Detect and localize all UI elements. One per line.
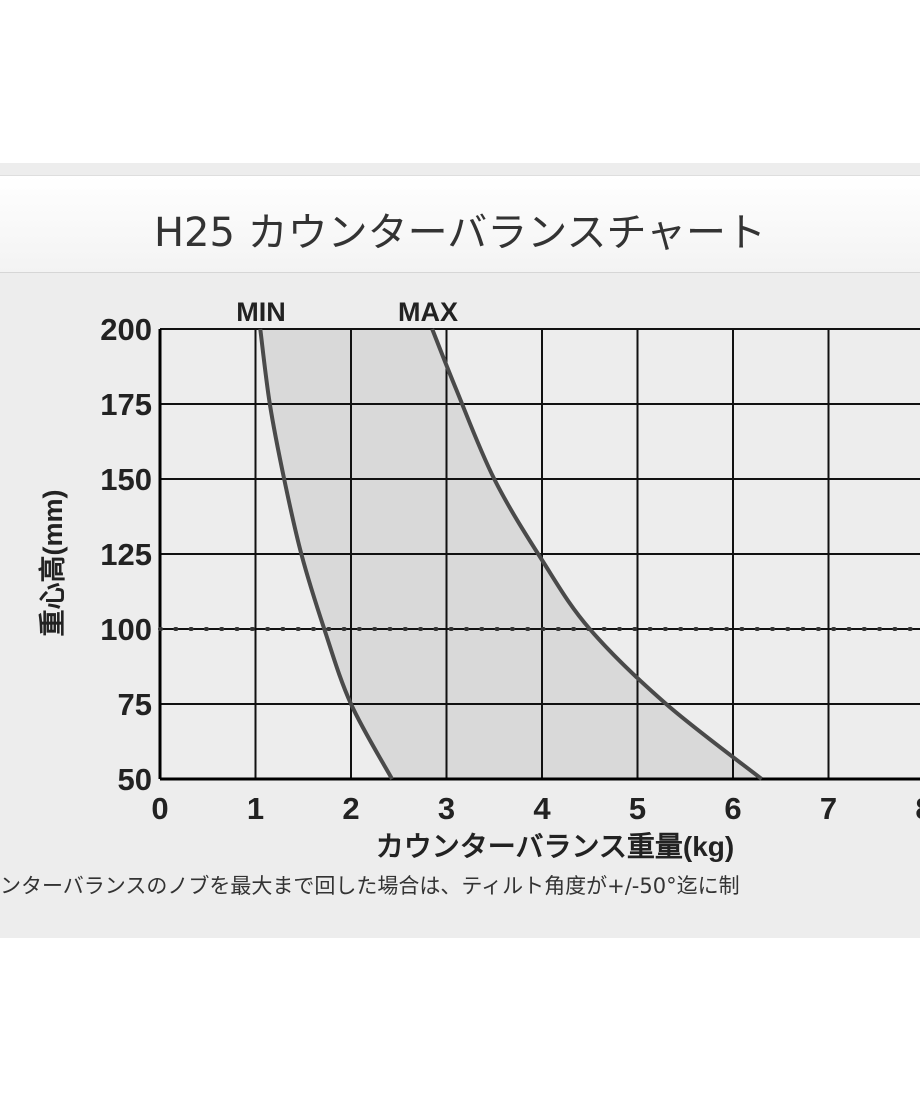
x-tick-label: 4 <box>533 791 551 826</box>
series-line-min <box>258 328 394 780</box>
x-tick-label: 2 <box>342 791 359 826</box>
series-label-max: MAX <box>398 297 458 327</box>
chart-panel: H25 カウンターバランスチャート 50 75 100 125 150 175 200 0 1 2… <box>0 163 920 938</box>
x-tick-label: 3 <box>438 791 455 826</box>
y-tick-label: 100 <box>100 612 152 647</box>
x-tick-label: 6 <box>724 791 741 826</box>
x-tick-label: 1 <box>247 791 264 826</box>
x-tick-label: 8 <box>915 791 920 826</box>
counterbalance-chart: 50 75 100 125 150 175 200 0 1 2 3 4 5 6 7 8 MIN MAX カウンターバ… <box>37 297 920 862</box>
x-tick-label: 7 <box>820 791 837 826</box>
y-tick-label: 150 <box>100 462 152 497</box>
y-tick-label: 175 <box>100 387 152 422</box>
y-tick-label: 50 <box>118 762 152 797</box>
y-axis-title: 重心高(mm) <box>37 490 68 637</box>
y-tick-label: 125 <box>100 537 152 572</box>
series-line-max <box>430 328 763 781</box>
panel-header: H25 カウンターバランスチャート <box>0 175 920 273</box>
footnote-text: ンターバランスのノブを最大まで回した場合は、ティルト角度が+/-50°迄に制 <box>0 874 740 898</box>
series-label-min: MIN <box>236 297 286 327</box>
y-tick-label: 200 <box>100 312 152 347</box>
panel-title: H25 カウンターバランスチャート <box>153 210 767 256</box>
x-tick-label: 5 <box>629 791 646 826</box>
x-axis-title: カウンターバランス重量(kg) <box>376 831 735 862</box>
x-tick-label: 0 <box>151 791 168 826</box>
y-tick-label: 75 <box>118 687 152 722</box>
